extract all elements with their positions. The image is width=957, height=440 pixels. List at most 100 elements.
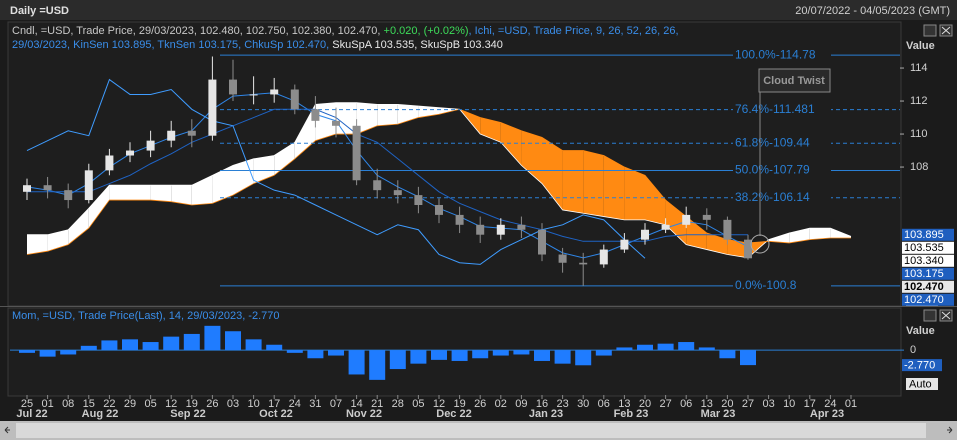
x-tick-label: 31: [309, 398, 321, 410]
annotation-box: [758, 68, 831, 93]
scroll-arrows[interactable]: [4, 426, 953, 434]
month-label: Nov 22: [346, 408, 382, 420]
momentum-bar: [513, 350, 530, 355]
candle-body: [311, 109, 320, 121]
candle-body: [270, 89, 279, 95]
momentum-bar: [534, 350, 550, 361]
legend-text: Cndl, =USD, Trade Price, 29/03/2023, 102…: [12, 25, 384, 37]
momentum-bar: [245, 339, 262, 351]
momentum-bar: [80, 345, 97, 351]
x-tick-label: 25: [21, 398, 33, 410]
price-label: 103.535: [904, 242, 944, 254]
candle-body: [682, 214, 691, 225]
x-tick-label: 24: [824, 398, 836, 410]
candle-body: [84, 170, 93, 201]
candle-body: [229, 79, 237, 95]
x-tick-label: 19: [453, 398, 465, 410]
candle-body: [599, 249, 608, 265]
momentum-bar: [142, 342, 159, 351]
month-label: Feb 23: [614, 408, 649, 420]
momentum-label-box: [902, 359, 942, 372]
button[interactable]: [923, 24, 937, 37]
cloud: [150, 185, 172, 202]
chart-title: Daily =USD: [10, 5, 69, 17]
x-tick-label: 21: [371, 398, 383, 410]
y-tick-label: 110: [910, 128, 928, 140]
x-tick-label: 01: [845, 398, 857, 410]
candle-body: [435, 205, 443, 215]
fib-label: 61.8%-109.44: [735, 135, 810, 149]
candle-body: [146, 140, 155, 151]
cloud: [212, 165, 233, 204]
fib-label: 0.0%-100.8: [735, 278, 797, 292]
button[interactable]: [923, 309, 937, 322]
momentum-bar: [225, 331, 241, 351]
legend-text: , Ichi, =USD, Trade Price, 9, 26, 52, 26…: [469, 25, 679, 37]
momentum-bar: [369, 350, 386, 380]
fib-label: 38.2%-106.14: [735, 190, 810, 204]
x-tick-label: 13: [618, 398, 630, 410]
x-tick-label: 17: [268, 398, 280, 410]
cloud: [542, 137, 563, 210]
candle-body: [455, 214, 464, 225]
momentum-bar: [740, 350, 756, 366]
candle-body: [332, 120, 340, 126]
momentum-bar: [204, 325, 221, 351]
x-tick-label: 05: [412, 398, 424, 410]
candle-body: [393, 190, 402, 196]
x-tick-label: 27: [742, 398, 754, 410]
title-bar: [0, 0, 957, 20]
auto-label[interactable]: Auto: [909, 378, 932, 390]
candle-body: [64, 190, 73, 201]
x-tick-label: 02: [495, 398, 507, 410]
fib-label: 76.4%-111.481: [735, 102, 815, 116]
candle-body: [517, 224, 526, 230]
momentum-bar: [657, 343, 674, 351]
x-tick-label: 10: [247, 398, 259, 410]
cloud: [68, 208, 89, 245]
auto-button[interactable]: [906, 378, 938, 390]
candle-body: [126, 150, 134, 156]
momentum-bar: [719, 350, 736, 359]
cloud: [665, 200, 687, 245]
close-buttons: [923, 24, 953, 322]
x-tick-label: 10: [783, 398, 795, 410]
y-tick-label: 108: [910, 161, 928, 173]
x-tick-label: 24: [289, 398, 301, 410]
candle-body: [661, 224, 670, 230]
legend-line: Cndl, =USD, Trade Price, 29/03/2023, 102…: [12, 25, 679, 37]
candle-body: [538, 229, 546, 255]
axis-header: Value: [906, 325, 935, 337]
x-tick-label: 03: [762, 398, 774, 410]
cloud: [274, 142, 295, 176]
x-tick-label: 20: [721, 398, 733, 410]
x-tick-label: 15: [83, 398, 95, 410]
month-label: Jul 22: [16, 408, 47, 420]
x-tick-label: 28: [392, 398, 404, 410]
candle-body: [187, 130, 196, 136]
candle-body: [352, 125, 361, 181]
momentum-bar: [122, 339, 138, 351]
axis-header: Value: [906, 40, 935, 52]
candle-body: [43, 185, 52, 191]
cloud: [377, 104, 398, 126]
cloud: [500, 122, 522, 166]
annotation: Cloud Twist: [763, 75, 825, 87]
candle-body: [167, 130, 176, 141]
cloud: [191, 175, 213, 206]
momentum-bar: [678, 342, 695, 351]
x-tick-label: 29: [124, 398, 136, 410]
candle-body: [476, 224, 485, 235]
x-tick-label: 06: [680, 398, 692, 410]
legend-text: SkuSpA 103.535, SkuSpB 103.340: [332, 39, 503, 51]
momentum-bar: [472, 350, 489, 359]
momentum-bar: [389, 350, 406, 370]
momentum-bar: [39, 350, 56, 357]
candle-body: [702, 214, 711, 220]
scroll-thumb[interactable]: [16, 423, 926, 438]
y-tick-label: 112: [910, 95, 928, 107]
cloud: [109, 185, 130, 201]
x-tick-label: 17: [804, 398, 816, 410]
close-icon: [941, 311, 951, 320]
month-label: Aug 22: [82, 408, 119, 420]
